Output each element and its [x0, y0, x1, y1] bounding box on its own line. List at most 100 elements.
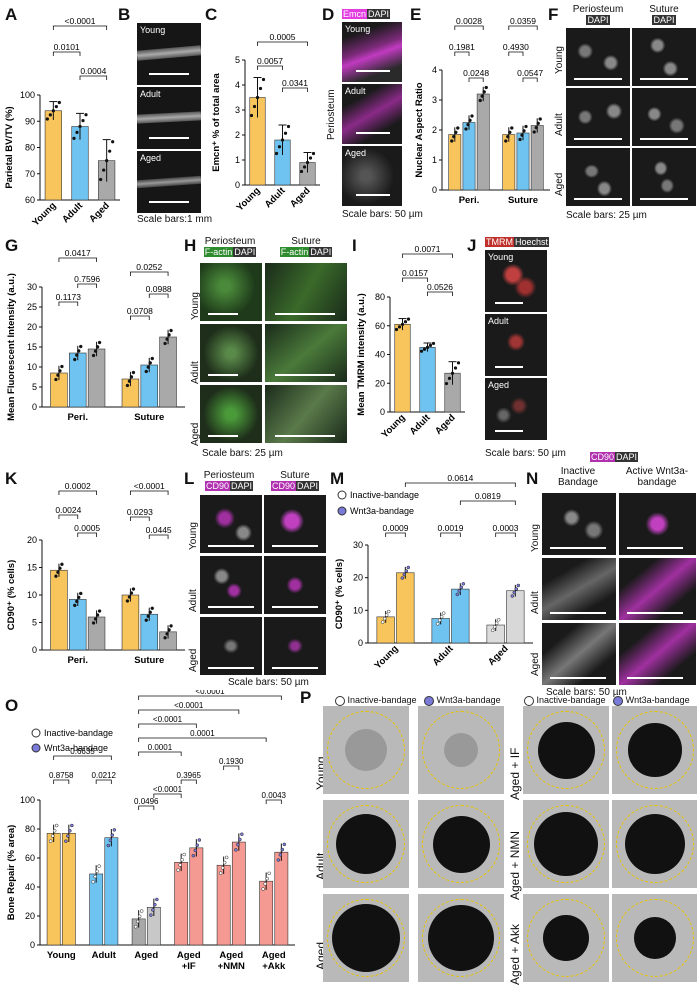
p-value-label: 0.1930 [219, 757, 244, 766]
significance-bracket [257, 65, 283, 70]
significance-bracket [404, 482, 516, 487]
data-point [146, 365, 150, 369]
x-tick-label: Adult [408, 412, 434, 438]
p-value-label: 0.0417 [65, 248, 91, 258]
panel-label-g: G [5, 236, 19, 255]
data-point [382, 616, 387, 621]
data-point [54, 105, 58, 109]
data-point [240, 832, 244, 836]
micrograph-h-sut-young [265, 263, 347, 321]
header-l-suture: Suture CD90 DAPI [270, 470, 320, 491]
data-point [167, 333, 171, 337]
p-value-label: 0.0248 [463, 68, 489, 78]
row-label-f-aged: Aged [554, 172, 565, 196]
legend-p-right: Inactive-bandage Wnt3a-bandage [524, 695, 690, 706]
y-tick-label: 100 [20, 795, 35, 805]
significance-bracket [385, 532, 406, 537]
panel-label-l: L [184, 469, 195, 488]
significance-bracket [95, 779, 112, 784]
data-point [516, 583, 521, 588]
data-point [182, 852, 186, 857]
data-point [276, 858, 281, 862]
significance-bracket [53, 779, 70, 784]
x-tick-label: Peri. [67, 412, 88, 423]
bar [451, 588, 470, 644]
data-point [454, 130, 458, 135]
data-point [48, 113, 52, 117]
row-label-p-aged-akk: Aged + Akk [508, 923, 522, 985]
data-point [78, 124, 82, 129]
microct-image [612, 800, 697, 888]
microct-image [323, 800, 409, 888]
data-point [108, 149, 112, 153]
bar [216, 864, 231, 946]
data-point [106, 843, 111, 848]
p-value-label: 0.0526 [427, 282, 453, 292]
header-n-inactive: Inactive Bandage [557, 466, 599, 488]
data-point [133, 924, 138, 929]
y-tick-label: 10 [27, 590, 37, 600]
x-tick-label: Aged [134, 950, 158, 961]
data-point [277, 145, 282, 149]
significance-bracket [58, 257, 97, 262]
data-point [439, 614, 444, 619]
chart-e: 0 1 2 3 4 Nuclear Aspect Ratio Peri. Suture 0.00… [414, 16, 550, 206]
y-tick-label: 0 [32, 402, 37, 412]
p-value-label: 0.0252 [136, 262, 162, 272]
micrograph-n-inactive-young [542, 493, 616, 555]
micrograph-j-aged: Aged [485, 378, 547, 440]
y-tick-label: 30 [27, 282, 37, 292]
data-point [305, 160, 310, 165]
data-point [447, 376, 452, 380]
p-value-label: <0.0001 [153, 715, 183, 724]
micrograph-b-young: Young [137, 23, 201, 85]
data-point [480, 94, 484, 98]
micrograph-f-sut-aged [632, 148, 696, 206]
significance-bracket [468, 77, 484, 82]
panel-label-p: P [300, 688, 312, 707]
p-value-label: 0.0212 [92, 771, 117, 780]
data-point [380, 620, 385, 624]
data-point [111, 140, 115, 144]
data-point [461, 582, 466, 586]
data-point [397, 325, 402, 329]
data-point [148, 610, 152, 615]
bar [502, 134, 516, 191]
data-point [470, 114, 474, 118]
p-value-label: 0.0004 [80, 66, 106, 76]
header-j: TMRM Hoechst [485, 237, 550, 247]
y-tick-label: 5 [32, 618, 37, 628]
data-point [484, 85, 488, 90]
data-point [437, 618, 442, 623]
significance-bracket [454, 51, 470, 56]
panel-label-j: J [467, 236, 477, 255]
panel-label-a: A [5, 5, 18, 24]
bar [44, 110, 62, 201]
y-tick-label: 20 [375, 378, 385, 388]
micrograph-h-peri-aged [200, 385, 262, 443]
data-point [234, 848, 238, 852]
y-tick-label: 100 [20, 90, 35, 100]
p-value-label: 0.4930 [503, 42, 529, 52]
significance-bracket [427, 291, 453, 296]
micrograph-n-active-adult [619, 558, 696, 620]
microct-image [418, 706, 504, 794]
header-l-periosteum: Periosteum CD90 DAPI [203, 470, 255, 491]
data-point [91, 353, 96, 358]
data-point [150, 356, 154, 361]
panel-label-e: E [410, 5, 422, 24]
chart-o: Inactive-bandage Wnt3a-bandage 0 20 40 60 80 10… [6, 690, 295, 972]
data-point [148, 361, 152, 365]
panel-label-f: F [548, 5, 559, 24]
p-value-label: 0.8758 [49, 771, 74, 780]
micrograph-d-young: Young [342, 22, 402, 82]
data-point [494, 621, 499, 626]
y-tick-label: 3 [432, 95, 437, 105]
significance-bracket [522, 77, 538, 82]
data-point [534, 125, 538, 130]
p-value-label: <0.0001 [65, 16, 96, 26]
micrograph-l-peri-aged [200, 617, 262, 675]
p-value-label: <0.0001 [195, 690, 225, 696]
legend-wnt-label: Wnt3a-bandage [44, 743, 108, 753]
p-value-label: 0.0988 [146, 284, 172, 294]
